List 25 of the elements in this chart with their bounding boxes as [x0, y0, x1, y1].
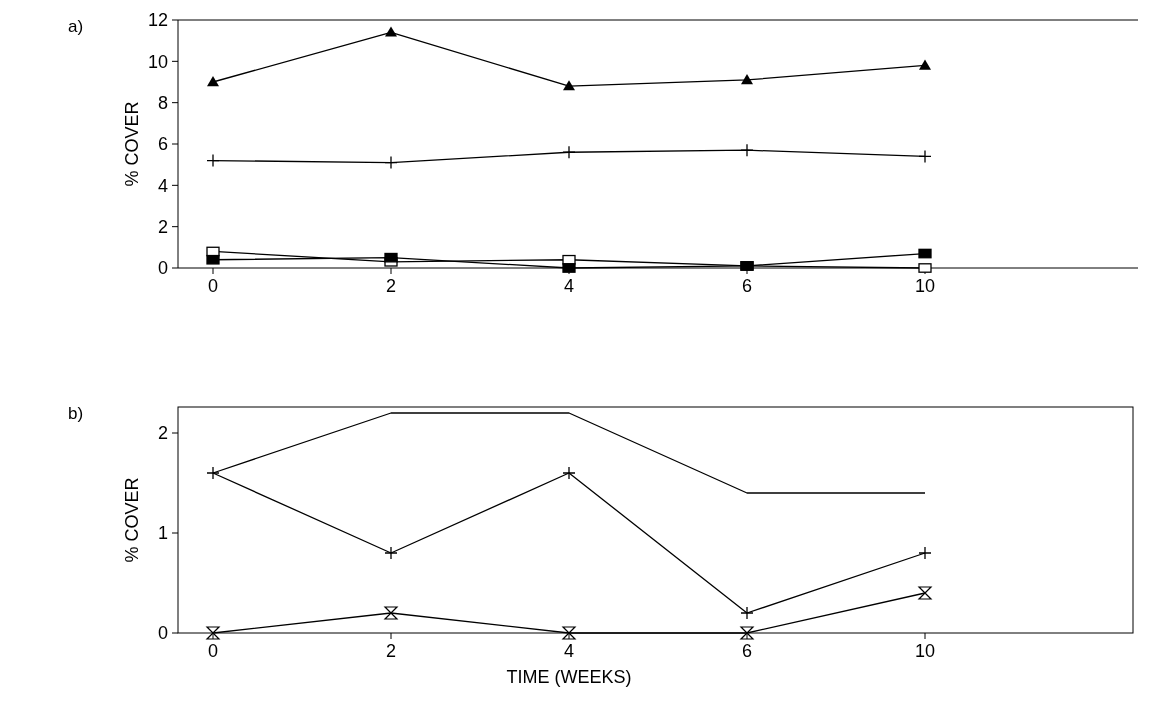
y-tick-label: 4	[157, 175, 168, 196]
chart-title: b)	[68, 404, 84, 423]
y-tick-label: 6	[157, 134, 168, 155]
x-axis-title: TIME (WEEKS)	[506, 667, 632, 687]
y-tick-label: 2	[157, 423, 168, 444]
y-axis-title: % COVER	[122, 477, 142, 563]
y-tick-label: 8	[157, 92, 168, 113]
y-tick-label: 0	[157, 623, 168, 644]
x-tick-label: 2	[385, 276, 397, 296]
y-axis-title: % COVER	[122, 101, 142, 187]
x-tick-label: 4	[563, 641, 575, 661]
y-tick-label: 0	[157, 258, 168, 279]
y-tick-label: 12	[147, 10, 168, 31]
y-tick-label: 1	[157, 523, 168, 544]
y-tick-label: 2	[157, 216, 168, 237]
x-tick-label: 2	[385, 641, 397, 661]
x-tick-label: 6	[741, 276, 753, 296]
y-tick-label: 10	[147, 51, 168, 72]
x-tick-label: 10	[914, 276, 936, 296]
x-tick-label: 0	[207, 641, 219, 661]
x-tick-label: 6	[741, 641, 753, 661]
x-tick-label: 0	[207, 276, 219, 296]
x-tick-label: 4	[563, 276, 575, 296]
x-tick-label: 10	[914, 641, 936, 661]
chart-title: a)	[68, 17, 84, 36]
